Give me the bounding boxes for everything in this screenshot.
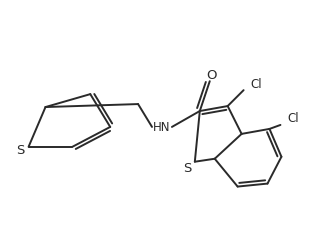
Text: Cl: Cl	[251, 77, 262, 90]
Text: S: S	[16, 144, 25, 157]
Text: S: S	[183, 161, 191, 174]
Text: Cl: Cl	[287, 112, 299, 125]
Text: O: O	[207, 68, 217, 81]
Text: HN: HN	[153, 121, 171, 134]
